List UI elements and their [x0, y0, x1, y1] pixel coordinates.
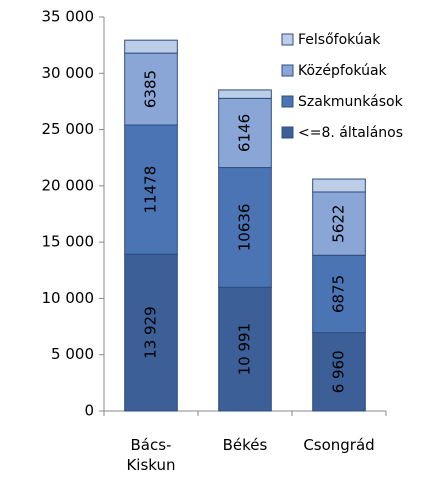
y-tick-label: 30 000: [42, 64, 95, 82]
bar-segment: [218, 97, 272, 169]
bar-segment: [312, 191, 366, 256]
x-tick-line: Békés: [223, 436, 268, 454]
bar-segment: [312, 254, 366, 334]
bar-segment: [124, 253, 178, 412]
y-tick-label: 10 000: [42, 289, 95, 307]
legend-swatch: [281, 95, 294, 108]
data-label: 10636: [236, 204, 254, 252]
x-tick-line: Bács-: [131, 436, 172, 454]
x-tick-line: Csongrád: [303, 436, 374, 454]
x-tick-label: Bács- Kiskun: [126, 436, 175, 474]
bar-segment: [312, 178, 366, 193]
x-tick-line: Kiskun: [126, 456, 175, 474]
y-tick-label: 35 000: [42, 8, 95, 26]
legend-label: <=8. általános: [298, 125, 403, 141]
y-tick-label: 25 000: [42, 120, 95, 138]
y-tick-label: 5 000: [51, 345, 94, 363]
bar-segment: [218, 286, 272, 412]
data-label: 6385: [142, 70, 160, 108]
bar-segment: [218, 167, 272, 288]
data-label: 6146: [236, 114, 254, 152]
data-label: 6875: [330, 275, 348, 313]
legend-label: Szakmunkások: [298, 94, 404, 110]
bar-segment: [312, 332, 366, 412]
legend-swatch: [281, 64, 294, 77]
x-tick-label: Békés: [223, 436, 268, 454]
data-label: 11478: [142, 166, 160, 214]
legend-swatch: [281, 33, 294, 46]
bar-segment: [124, 39, 178, 54]
legend-label: Felsőfokúak: [298, 32, 381, 48]
bar-segment: [218, 89, 272, 99]
legend-label: Középfokúak: [298, 63, 388, 79]
legend-swatch: [281, 126, 294, 139]
y-tick-label: 15 000: [42, 233, 95, 251]
data-label: 13 929: [142, 306, 160, 359]
y-tick-label: 20 000: [42, 176, 95, 194]
data-label: 6 960: [330, 350, 348, 393]
bar-segment: [124, 124, 178, 255]
legend-box: [276, 26, 440, 156]
x-tick-label: Csongrád: [303, 436, 374, 454]
bar-segment: [124, 52, 178, 126]
y-tick-label: 0: [84, 402, 94, 420]
data-label: 10 991: [236, 323, 254, 376]
data-label: 5622: [330, 205, 348, 243]
